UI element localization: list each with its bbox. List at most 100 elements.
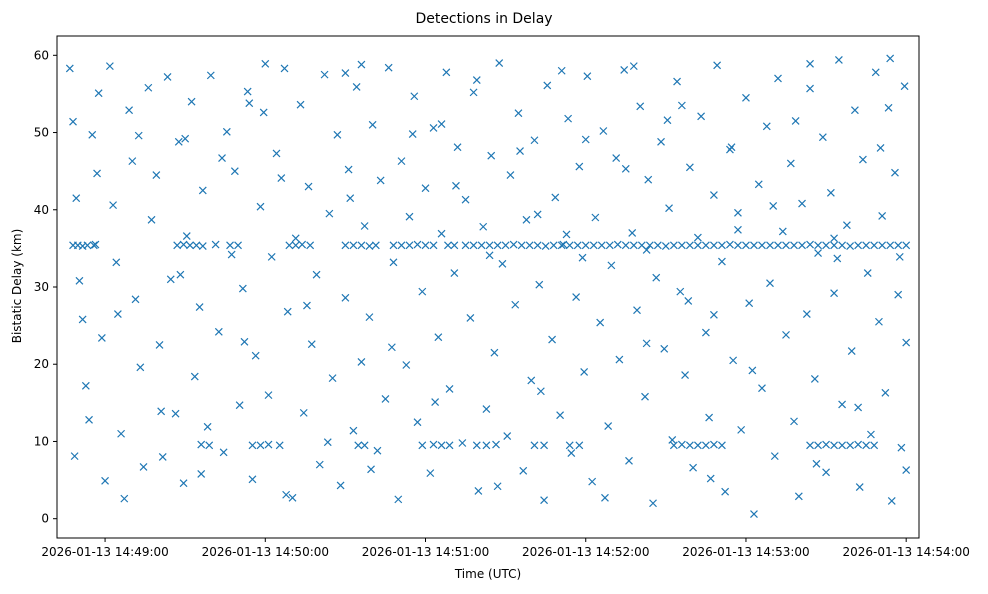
data-point <box>565 441 574 450</box>
data-point <box>442 68 451 77</box>
data-point <box>652 273 661 282</box>
data-point <box>713 61 722 70</box>
data-point <box>349 426 358 435</box>
data-point <box>155 340 164 349</box>
data-point <box>575 162 584 171</box>
data-point <box>533 210 542 219</box>
data-point <box>689 463 698 472</box>
data-point <box>677 101 686 110</box>
data-point <box>328 374 337 383</box>
data-point <box>203 422 212 431</box>
data-point <box>341 241 350 250</box>
data-point <box>485 241 494 250</box>
data-point <box>810 374 819 383</box>
data-point <box>509 240 518 249</box>
data-point <box>70 452 79 461</box>
x-tick-label: 2026-01-13 14:49:00 <box>41 545 168 559</box>
data-point <box>360 222 369 230</box>
data-point <box>541 242 550 250</box>
scatter-marks <box>65 54 911 518</box>
data-point <box>854 403 863 412</box>
data-point <box>620 66 629 74</box>
data-point <box>551 193 560 202</box>
data-point <box>830 441 839 450</box>
data-point <box>373 446 382 455</box>
data-point <box>72 194 81 203</box>
x-axis: 2026-01-13 14:49:00 2026-01-13 14:50:00 20… <box>41 538 970 559</box>
data-point <box>389 258 398 267</box>
data-point <box>75 276 84 285</box>
data-point <box>565 241 574 250</box>
data-point <box>629 241 638 250</box>
data-point <box>128 157 137 166</box>
data-point <box>685 241 694 250</box>
data-point <box>718 241 726 250</box>
data-point <box>621 164 630 173</box>
data-point <box>742 241 750 250</box>
data-point <box>157 407 166 416</box>
data-point <box>649 499 657 508</box>
data-point <box>397 157 406 166</box>
data-point <box>533 241 542 250</box>
data-point <box>605 241 614 250</box>
data-point <box>762 122 771 131</box>
data-point <box>580 368 589 376</box>
data-point <box>437 441 446 450</box>
data-point <box>641 392 649 401</box>
data-point <box>245 99 254 108</box>
data-point <box>517 241 526 250</box>
data-point <box>818 133 827 142</box>
data-point <box>413 240 422 249</box>
x-tick-label: 2026-01-13 14:52:00 <box>522 545 649 559</box>
data-point <box>657 137 665 146</box>
data-point <box>490 348 499 357</box>
data-point <box>83 241 92 250</box>
data-point <box>778 227 787 236</box>
data-point <box>88 130 97 139</box>
data-point <box>341 69 350 77</box>
data-point <box>693 233 702 242</box>
data-point <box>806 84 814 93</box>
y-axis: 0 10 20 30 40 50 60 <box>34 48 57 526</box>
data-point <box>870 241 879 250</box>
data-point <box>881 388 890 397</box>
data-point <box>782 241 790 250</box>
data-point <box>198 242 207 250</box>
data-point <box>891 168 899 177</box>
data-point <box>862 241 871 250</box>
data-point <box>705 413 714 422</box>
data-point <box>685 163 694 172</box>
data-point <box>174 137 183 146</box>
y-axis-label: Bistatic Delay (km) <box>10 229 24 344</box>
data-point <box>676 287 685 296</box>
data-point <box>256 202 265 211</box>
data-point <box>190 372 199 381</box>
data-point <box>445 385 454 393</box>
data-point <box>750 510 758 518</box>
data-point <box>871 68 880 77</box>
data-point <box>69 117 77 126</box>
data-point <box>493 241 502 250</box>
data-point <box>357 357 366 366</box>
data-point <box>677 440 686 449</box>
data-point <box>669 441 678 450</box>
data-point <box>830 234 839 243</box>
data-point <box>830 241 839 250</box>
data-point <box>681 371 689 379</box>
data-point <box>766 241 774 250</box>
data-point <box>280 64 289 73</box>
data-point <box>192 241 201 250</box>
data-point <box>834 56 843 64</box>
y-tick-label: 60 <box>34 48 49 62</box>
data-point <box>182 232 191 240</box>
data-point <box>136 363 145 372</box>
data-point <box>387 343 396 352</box>
data-point <box>495 59 504 67</box>
data-point <box>421 184 430 193</box>
x-tick-label: 2026-01-13 14:51:00 <box>362 545 489 559</box>
data-point <box>94 89 103 98</box>
data-point <box>474 486 483 495</box>
data-point <box>230 167 239 176</box>
data-point <box>591 213 600 222</box>
